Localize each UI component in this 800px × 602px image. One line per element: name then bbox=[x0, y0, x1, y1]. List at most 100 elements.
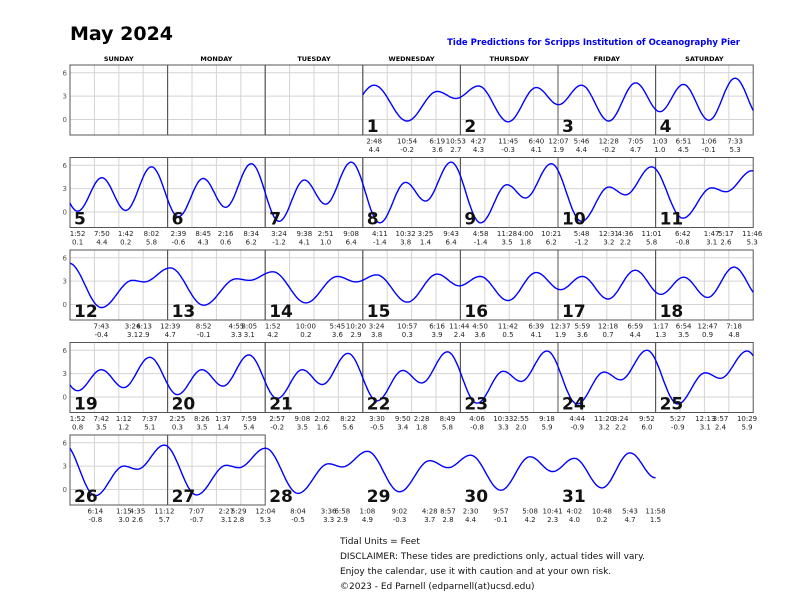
units-note: Tidal Units = Feet bbox=[339, 537, 420, 547]
tide-height-label: -0.9 bbox=[671, 424, 685, 432]
tide-time-label: 7:33 bbox=[727, 138, 743, 146]
weekday-wednesday: WEDNESDAY bbox=[389, 55, 435, 63]
tide-time-label: 10:48 bbox=[592, 508, 612, 516]
day-number: 28 bbox=[269, 487, 293, 507]
tide-height-label: 0.3 bbox=[172, 424, 183, 432]
day-number: 4 bbox=[660, 117, 672, 137]
tide-height-label: 1.9 bbox=[553, 146, 564, 154]
tide-height-label: 4.4 bbox=[369, 146, 381, 154]
cell-border bbox=[655, 342, 754, 413]
tide-height-label: 5.8 bbox=[646, 239, 657, 247]
day-cell bbox=[557, 342, 657, 413]
tide-time-label: 7:07 bbox=[189, 508, 205, 516]
tide-curve-week-4 bbox=[69, 349, 754, 405]
tide-time-label: 6:14 bbox=[87, 508, 103, 516]
tide-height-label: 3.5 bbox=[501, 239, 512, 247]
weekday-headers: SUNDAY MONDAY TUESDAY WEDNESDAY THURSDAY FRID… bbox=[104, 55, 724, 63]
day-number: 6 bbox=[172, 210, 184, 230]
day-number: 1 bbox=[367, 117, 379, 137]
day-number: 15 bbox=[367, 302, 391, 322]
calendar-subtitle: Tide Predictions for Scripps Institution… bbox=[447, 38, 741, 48]
tide-height-label: 4.7 bbox=[624, 516, 635, 524]
tide-time-label: 5:17 bbox=[718, 230, 734, 238]
tide-time-label: 12:07 bbox=[548, 138, 568, 146]
day-number: 2 bbox=[464, 117, 476, 137]
tide-time-label: 6:51 bbox=[676, 138, 692, 146]
tide-time-label: 4:44 bbox=[569, 415, 585, 423]
tide-time-label: 6:16 bbox=[429, 323, 445, 331]
tide-height-label: 3.3 bbox=[323, 516, 334, 524]
tide-height-label: 5.8 bbox=[442, 424, 453, 432]
caution-note: Enjoy the calendar, use it with caution … bbox=[340, 567, 611, 577]
cell-border bbox=[655, 157, 754, 228]
tide-time-label: 8:22 bbox=[340, 415, 356, 423]
tide-time-label: 2:25 bbox=[170, 415, 186, 423]
tide-height-label: 1.9 bbox=[555, 331, 566, 339]
tide-time-label: 6:19 bbox=[429, 138, 445, 146]
tide-time-label: 11:20 bbox=[594, 415, 614, 423]
tide-time-label: 6:39 bbox=[528, 323, 544, 331]
tide-time-label: 1:06 bbox=[701, 138, 717, 146]
tide-height-label: 3.5 bbox=[196, 424, 207, 432]
tide-height-label: 5.1 bbox=[144, 424, 155, 432]
tide-height-label: 1.4 bbox=[420, 239, 432, 247]
tide-height-label: 2.0 bbox=[515, 424, 526, 432]
tide-height-label: 1.8 bbox=[520, 239, 531, 247]
tide-time-label: 2:28 bbox=[414, 415, 430, 423]
tide-time-label: 2:30 bbox=[463, 508, 479, 516]
day-number: 24 bbox=[562, 395, 586, 415]
day-number: 26 bbox=[74, 487, 98, 507]
tide-height-label: 4.2 bbox=[525, 516, 536, 524]
tide-height-label: 4.2 bbox=[267, 331, 278, 339]
tide-height-label: 4.1 bbox=[531, 331, 542, 339]
tide-height-label: 2.9 bbox=[350, 331, 361, 339]
tide-time-label: 10:21 bbox=[541, 230, 561, 238]
tide-time-label: 10:53 bbox=[446, 138, 466, 146]
day-number: 29 bbox=[367, 487, 391, 507]
tide-height-label: 5.3 bbox=[730, 146, 741, 154]
tide-time-label: 4:00 bbox=[518, 230, 534, 238]
tide-height-label: 2.8 bbox=[233, 516, 244, 524]
tide-time-label: 3:24 bbox=[125, 323, 141, 331]
day-cell bbox=[167, 64, 266, 136]
tide-time-label: 7:50 bbox=[94, 230, 110, 238]
tide-height-label: 3.1 bbox=[127, 331, 138, 339]
tide-time-label: 1:17 bbox=[653, 323, 669, 331]
tide-height-label: 0.9 bbox=[702, 331, 713, 339]
tide-height-label: 3.7 bbox=[424, 516, 435, 524]
tide-height-label: -1.2 bbox=[575, 239, 589, 247]
tide-time-label: 12:47 bbox=[697, 323, 717, 331]
tide-height-label: 4.4 bbox=[576, 146, 588, 154]
weekday-tuesday: TUESDAY bbox=[297, 55, 331, 63]
weekday-monday: MONDAY bbox=[200, 55, 232, 63]
day-number: 17 bbox=[562, 302, 586, 322]
tide-time-label: 9:57 bbox=[493, 508, 509, 516]
tide-height-label: 4.1 bbox=[299, 239, 310, 247]
tide-time-label: 11:46 bbox=[742, 230, 763, 238]
tide-time-label: 2:02 bbox=[314, 415, 330, 423]
tide-height-label: 2.4 bbox=[454, 331, 466, 339]
tide-time-label: 1:37 bbox=[215, 415, 231, 423]
tide-time-label: 6:54 bbox=[676, 323, 692, 331]
tide-height-label: 3.1 bbox=[221, 516, 232, 524]
tide-height-label: 5.4 bbox=[243, 424, 255, 432]
tide-time-label: 9:52 bbox=[639, 415, 655, 423]
tide-height-label: 4.4 bbox=[465, 516, 477, 524]
tide-height-label: 3.3 bbox=[231, 331, 242, 339]
tide-height-label: 2.8 bbox=[442, 516, 453, 524]
day-number: 13 bbox=[172, 302, 196, 322]
day-number: 11 bbox=[660, 210, 684, 230]
tide-height-label: 2.7 bbox=[450, 146, 461, 154]
tide-height-label: 3.1 bbox=[700, 424, 711, 432]
tide-time-label: 1:08 bbox=[360, 508, 376, 516]
tide-time-label: 6:59 bbox=[627, 323, 643, 331]
tide-time-label: 10:33 bbox=[493, 415, 513, 423]
tide-height-label: -0.4 bbox=[95, 331, 109, 339]
tide-height-label: 3.3 bbox=[498, 424, 509, 432]
tide-time-label: 3:24 bbox=[369, 323, 385, 331]
tide-height-label: -0.5 bbox=[291, 516, 305, 524]
tide-time-label: 2:57 bbox=[269, 415, 285, 423]
tide-time-label: 9:43 bbox=[443, 230, 459, 238]
day-number: 25 bbox=[660, 395, 684, 415]
